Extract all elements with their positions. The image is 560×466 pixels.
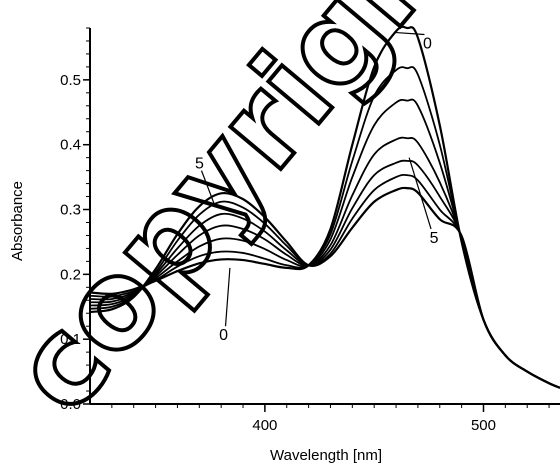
annotation-leader-3 [224, 267, 231, 327]
y-tick-label: 0.5 [60, 72, 81, 89]
series-line-6 [89, 186, 560, 389]
annotation-label-1: 5 [430, 230, 439, 247]
watermark: copyrighted [0, 0, 560, 441]
annotation-leader-2 [200, 170, 216, 206]
series-layer [89, 25, 560, 389]
annotation-leader-0 [396, 31, 425, 36]
y-tick-label: 0.4 [60, 137, 81, 154]
annotation-label-2: 5 [195, 156, 204, 173]
y-tick-label: 0.2 [60, 266, 81, 283]
y-tick-label: 0.0 [60, 396, 81, 413]
annotation-label-0: 0 [423, 35, 432, 52]
y-tick-label: 0.1 [60, 331, 81, 348]
y-tick-label: 0.3 [60, 202, 81, 219]
annotation-leader-1 [408, 157, 432, 230]
x-axis-title: Wavelength [nm] [270, 447, 382, 464]
x-tick-label: 400 [252, 417, 277, 434]
y-axis-title: Absorbance [9, 181, 26, 261]
x-tick-label: 500 [471, 417, 496, 434]
annotation-label-3: 0 [219, 327, 228, 344]
annotation-layer: 0 5 5 0 [195, 31, 439, 344]
